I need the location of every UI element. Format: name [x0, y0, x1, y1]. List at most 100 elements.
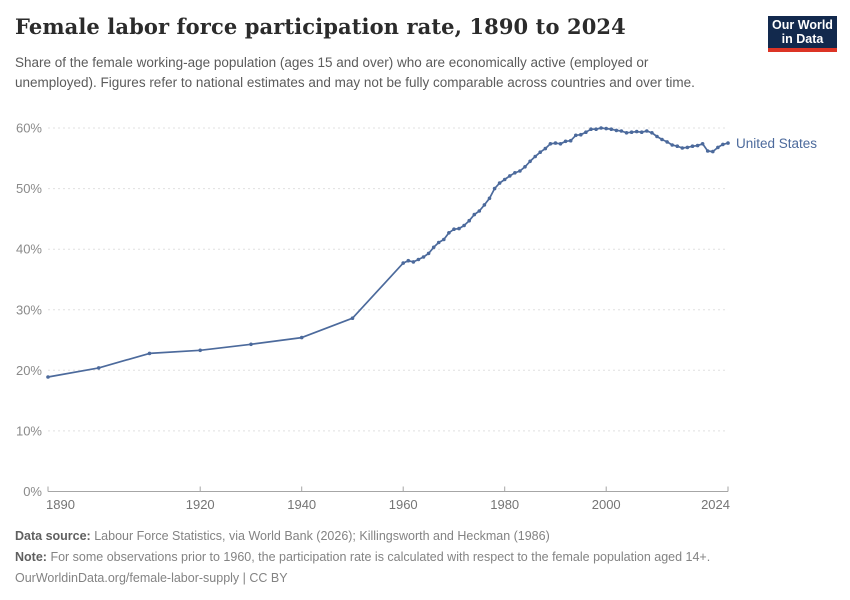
data-point: [665, 140, 669, 144]
data-point: [639, 130, 644, 134]
data-point: [482, 203, 487, 207]
data-point: [411, 260, 416, 264]
data-point: [513, 171, 517, 175]
x-axis-tick-label: 1960: [389, 497, 418, 512]
data-point: [705, 149, 710, 153]
x-axis-tick-label: 1940: [287, 497, 316, 512]
data-point: [497, 181, 502, 185]
data-point: [426, 251, 431, 256]
data-point: [467, 218, 472, 223]
data-point: [447, 231, 451, 235]
data-point: [574, 133, 578, 138]
data-point: [660, 137, 664, 142]
data-point: [518, 169, 522, 173]
y-axis-tick-label: 50%: [16, 181, 42, 196]
data-point: [568, 138, 573, 143]
y-axis-tick-label: 40%: [16, 242, 42, 257]
data-point: [624, 131, 629, 135]
data-point: [431, 245, 436, 250]
data-point: [685, 145, 690, 150]
data-point: [350, 316, 355, 321]
x-axis-tick-label: 1980: [490, 497, 519, 512]
data-point: [604, 126, 608, 131]
data-point: [599, 126, 603, 130]
data-point: [523, 165, 527, 169]
data-point: [538, 150, 542, 154]
data-point: [96, 366, 101, 370]
data-point: [716, 145, 720, 150]
data-point: [421, 255, 426, 259]
our-world-in-data-logo: Our World in Data: [768, 16, 837, 52]
data-point: [299, 335, 304, 340]
logo-text: Our World in Data: [772, 17, 833, 46]
data-point: [249, 342, 253, 347]
data-point: [406, 258, 411, 263]
data-point: [548, 142, 553, 146]
data-point: [462, 223, 466, 228]
data-point: [198, 348, 202, 353]
data-point: [508, 174, 512, 178]
data-point: [650, 131, 654, 135]
data-point: [401, 261, 406, 265]
data-point: [629, 130, 634, 134]
x-axis-tick-label: 1890: [46, 497, 75, 512]
note-text: For some observations prior to 1960, the…: [50, 550, 711, 564]
data-point: [711, 149, 715, 154]
data-point: [614, 128, 619, 133]
data-point: [619, 129, 624, 133]
chart-footer: Data source: Labour Force Statistics, vi…: [15, 526, 815, 589]
data-point: [563, 139, 568, 144]
data-point: [487, 196, 492, 201]
data-point: [680, 146, 685, 150]
chart-subtitle: Share of the female working-age populati…: [15, 55, 695, 90]
data-point: [594, 127, 598, 131]
data-source-line: Data source: Labour Force Statistics, vi…: [15, 526, 815, 547]
data-point: [726, 141, 730, 145]
data-point: [416, 257, 421, 262]
data-point: [558, 142, 563, 146]
data-point: [700, 142, 705, 146]
x-axis-tick-label: 2000: [592, 497, 621, 512]
license-line: OurWorldinData.org/female-labor-supply |…: [15, 571, 288, 585]
data-point: [436, 240, 441, 245]
data-point: [579, 132, 583, 137]
data-point: [46, 375, 50, 379]
data-point: [675, 144, 680, 148]
y-axis-tick-label: 60%: [16, 121, 42, 136]
data-point: [492, 186, 497, 191]
data-point: [553, 141, 558, 145]
data-point: [634, 129, 639, 134]
data-point: [670, 143, 674, 147]
data-point: [147, 351, 152, 356]
data-source-text: Labour Force Statistics, via World Bank …: [94, 529, 550, 543]
data-point: [695, 143, 700, 148]
y-axis-tick-label: 0%: [23, 484, 42, 499]
y-axis-tick-label: 10%: [16, 423, 42, 438]
data-point: [645, 129, 649, 133]
y-axis-tick-label: 30%: [16, 302, 42, 317]
data-point: [543, 146, 548, 151]
data-point: [721, 142, 725, 147]
page-title: Female labor force participation rate, 1…: [15, 14, 626, 39]
data-point: [502, 177, 507, 182]
data-point: [472, 212, 477, 217]
data-point: [589, 127, 593, 131]
y-axis-tick-label: 20%: [16, 363, 42, 378]
data-point: [533, 154, 537, 159]
data-point: [528, 159, 532, 164]
data-point: [609, 127, 614, 131]
note-line: Note: For some observations prior to 196…: [15, 547, 815, 568]
x-axis-tick-label: 2024: [701, 497, 730, 512]
note-label: Note:: [15, 550, 47, 564]
x-axis-tick-label: 1920: [186, 497, 215, 512]
data-source-label: Data source:: [15, 529, 91, 543]
data-line-united-states: [47, 127, 729, 378]
data-point: [655, 134, 659, 139]
data-point: [452, 227, 456, 231]
series-label-united-states: United States: [736, 136, 818, 151]
data-point: [457, 226, 461, 231]
data-point: [690, 144, 695, 148]
data-point: [584, 130, 588, 134]
